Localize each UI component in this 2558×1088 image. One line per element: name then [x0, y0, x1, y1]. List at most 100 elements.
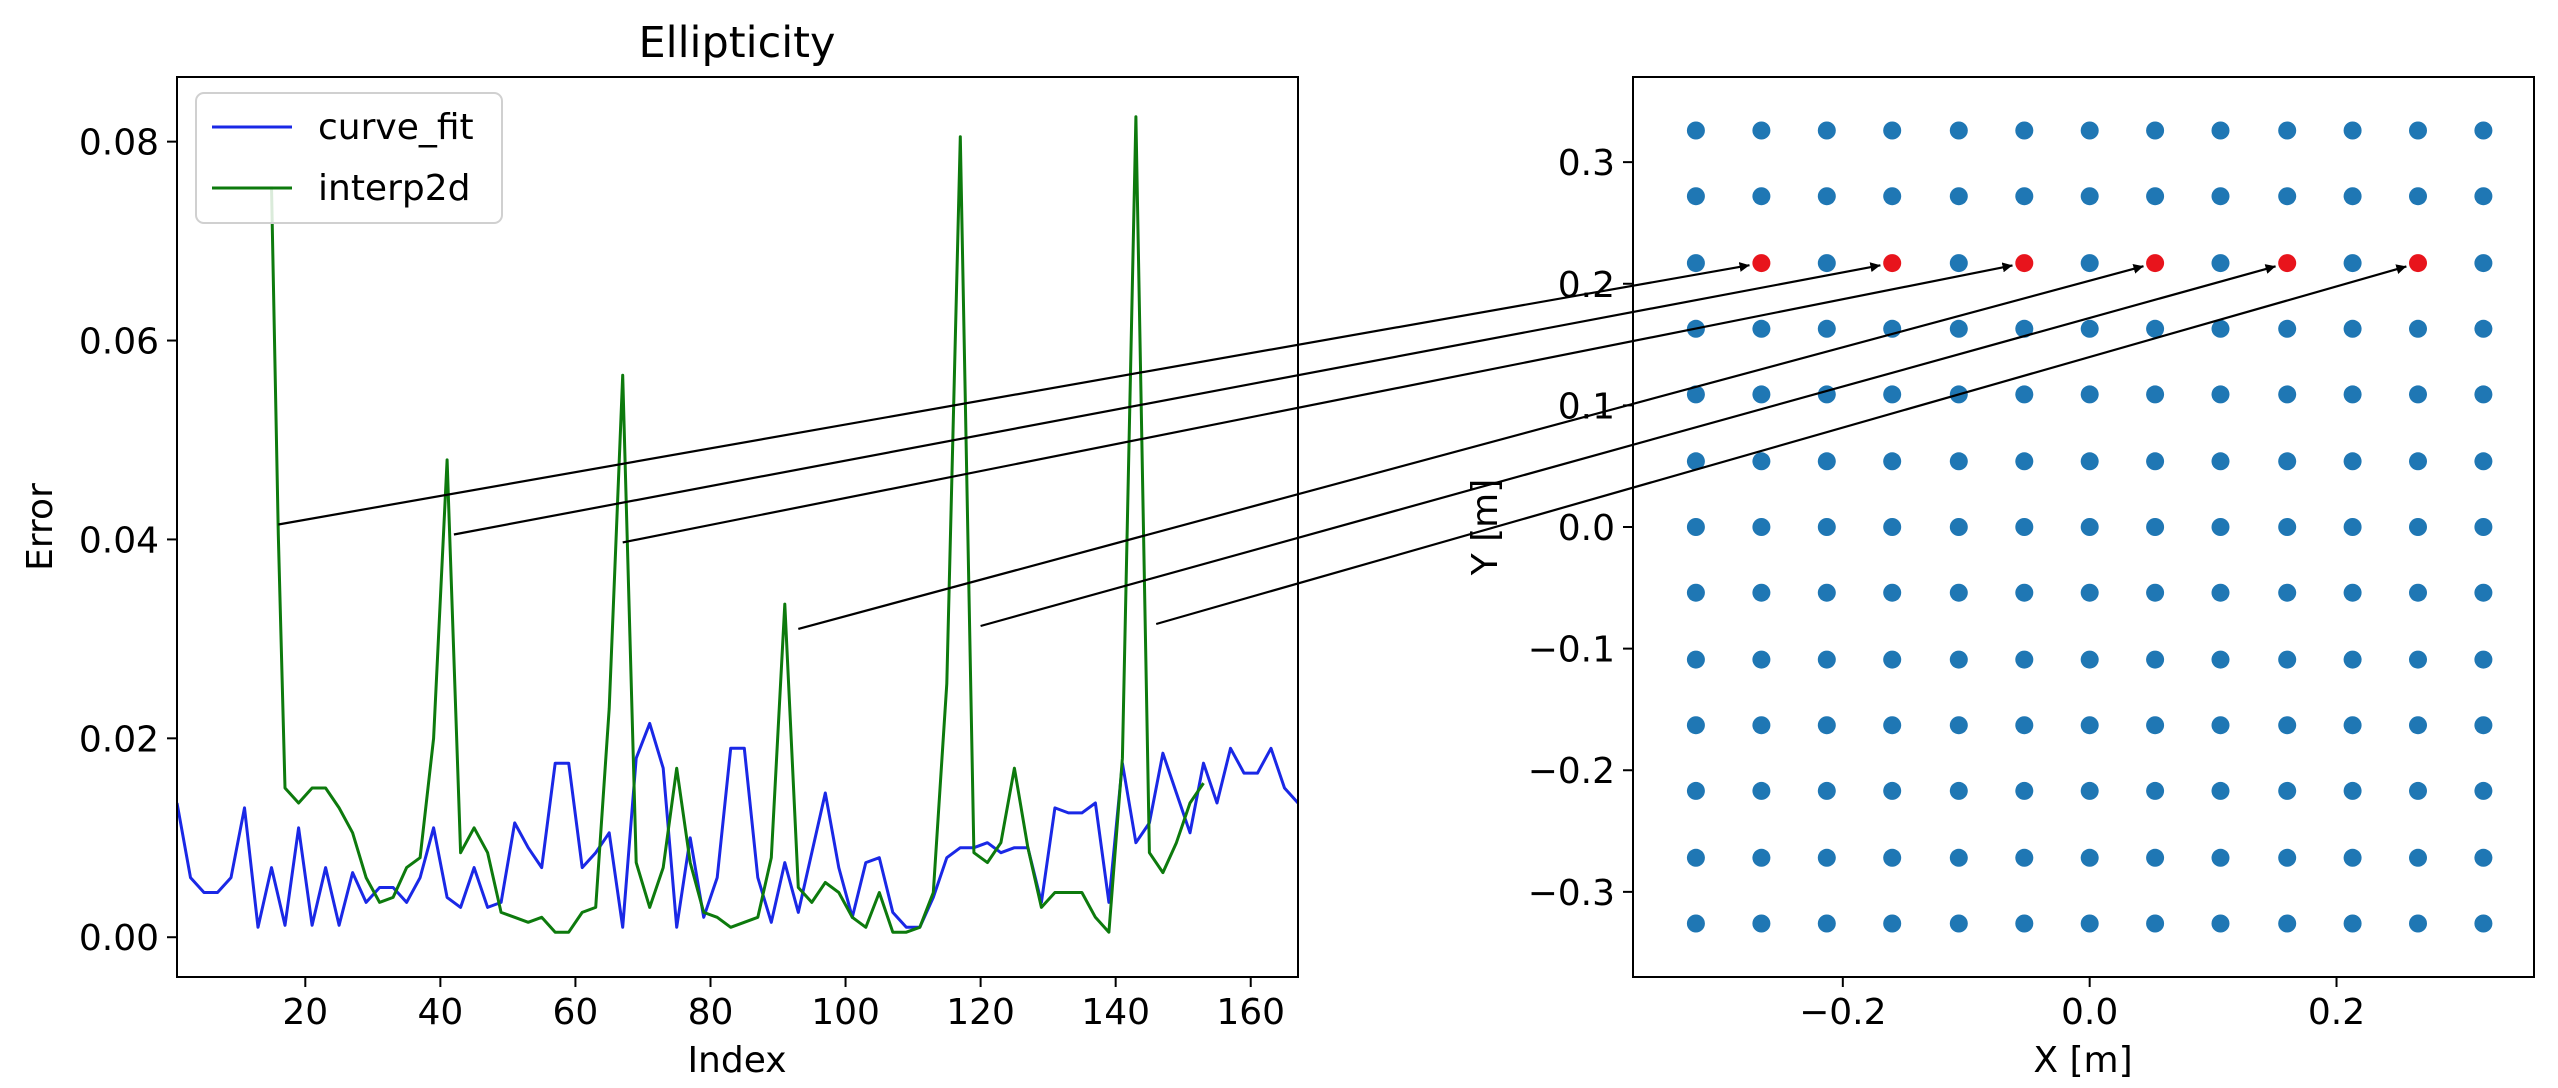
grid-point — [2343, 385, 2362, 404]
highlighted-point — [1883, 254, 1902, 273]
grid-point — [2146, 518, 2165, 536]
grid-point — [2409, 518, 2427, 536]
grid-point — [1752, 518, 1771, 536]
grid-point — [1949, 848, 1968, 867]
grid-point — [2015, 650, 2034, 669]
grid-point — [1686, 914, 1705, 933]
connector-arrow — [278, 262, 1750, 526]
grid-point — [2015, 319, 2034, 338]
grid-point — [1686, 716, 1705, 735]
x-tick-label: 100 — [811, 992, 880, 1033]
grid-point — [2080, 452, 2099, 471]
grid-point — [1817, 848, 1836, 867]
grid-point — [1686, 452, 1705, 471]
grid-point — [2146, 650, 2165, 669]
grid-point — [1817, 583, 1836, 602]
y-tick-label: 0.02 — [79, 719, 159, 760]
grid-point — [2278, 452, 2297, 471]
grid-point — [1686, 518, 1705, 536]
grid-point — [1883, 518, 1902, 536]
chart-title: Ellipticity — [638, 18, 835, 68]
grid-point — [2015, 187, 2034, 206]
grid-point — [2211, 385, 2230, 404]
legend: curve_fit interp2d — [195, 92, 503, 224]
grid-point — [1752, 319, 1771, 338]
grid-point — [1817, 518, 1836, 536]
x-axis-label: X [m] — [2033, 1040, 2132, 1081]
grid-point — [2146, 914, 2165, 933]
grid-point — [2278, 650, 2297, 669]
grid-point — [2080, 385, 2099, 404]
highlighted-point — [2146, 254, 2165, 273]
x-axis-label: Index — [687, 1040, 786, 1081]
grid-point — [2409, 914, 2427, 933]
y-axis-label: Y [m] — [1465, 479, 1506, 577]
grid-point — [2409, 781, 2427, 800]
grid-point — [2015, 121, 2034, 140]
error-line-chart: Ellipticity 20 40 60 80 100 120 140 160 0.00 0.0… — [20, 18, 1299, 1081]
grid-point — [1817, 914, 1836, 933]
grid-point — [1949, 187, 1968, 206]
grid-point — [2409, 716, 2427, 735]
grid-point — [2080, 716, 2099, 735]
grid-point — [2080, 914, 2099, 933]
legend-label-interp2d: interp2d — [318, 168, 471, 209]
grid-point — [1817, 781, 1836, 800]
x-tick-label: 120 — [946, 992, 1015, 1033]
x-tick-label: 40 — [417, 992, 463, 1033]
connector-arrow — [453, 262, 1881, 536]
grid-point — [2474, 518, 2493, 536]
grid-point — [2278, 716, 2297, 735]
grid-point — [1817, 121, 1836, 140]
grid-point — [1883, 583, 1902, 602]
plot-frame — [176, 76, 1299, 978]
grid-point — [1883, 914, 1902, 933]
grid-point — [2343, 650, 2362, 669]
grid-point — [2015, 518, 2034, 536]
grid-point — [2474, 914, 2493, 933]
grid-point — [2474, 452, 2493, 471]
grid-point — [1817, 452, 1836, 471]
grid-point — [1752, 781, 1771, 800]
grid-point — [2474, 385, 2493, 404]
y-tick-label: 0.0 — [1558, 508, 1615, 549]
connector-arrow — [622, 262, 2013, 544]
y-tick-label: 0.08 — [79, 123, 159, 164]
grid-point — [2015, 848, 2034, 867]
grid-point — [1817, 254, 1836, 273]
grid-point — [2146, 385, 2165, 404]
grid-point — [2146, 187, 2165, 206]
grid-point — [2211, 121, 2230, 140]
grid-point — [2343, 848, 2362, 867]
grid-point — [2211, 781, 2230, 800]
grid-point — [2080, 650, 2099, 669]
grid-point — [2211, 914, 2230, 933]
x-tick-label: 140 — [1081, 992, 1150, 1033]
grid-point — [1817, 319, 1836, 338]
y-tick-label: 0.2 — [1558, 265, 1615, 306]
grid-point — [2278, 848, 2297, 867]
x-tick-label: 160 — [1216, 992, 1285, 1033]
grid-point — [1686, 650, 1705, 669]
grid-point — [2474, 319, 2493, 338]
grid-point — [2080, 319, 2099, 338]
grid-point — [2211, 518, 2230, 536]
grid-point — [2080, 187, 2099, 206]
grid-point — [2015, 914, 2034, 933]
grid-point — [2474, 121, 2493, 140]
grid-point — [2211, 187, 2230, 206]
grid-point — [2211, 650, 2230, 669]
x-tick-label: 20 — [282, 992, 328, 1033]
grid-point — [2474, 716, 2493, 735]
grid-point — [2211, 254, 2230, 273]
grid-point — [1752, 650, 1771, 669]
grid-point — [2278, 319, 2297, 338]
y-tick-label: −0.1 — [1528, 630, 1615, 671]
grid-point — [1752, 848, 1771, 867]
grid-point — [1949, 518, 1968, 536]
grid-point — [2343, 187, 2362, 206]
grid-point — [2015, 385, 2034, 404]
grid-point — [2211, 583, 2230, 602]
connector-arrows — [278, 262, 2407, 630]
